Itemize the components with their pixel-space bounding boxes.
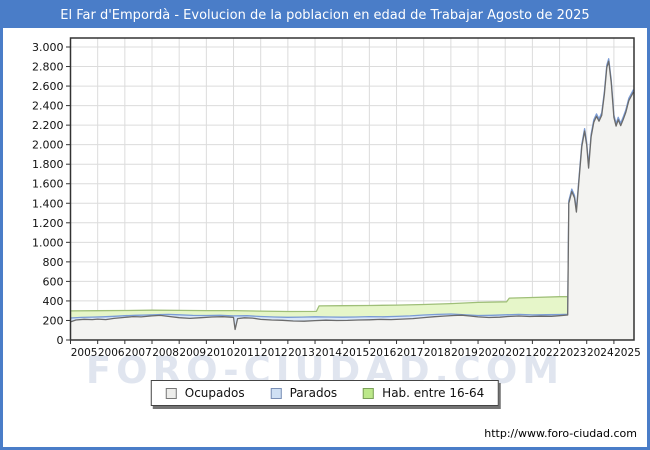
ocupados-color-swatch-icon <box>165 387 177 399</box>
page-title: El Far d'Empordà - Evolucion de la pobla… <box>60 8 590 23</box>
hab-16-64-color-swatch-icon <box>363 387 375 399</box>
svg-text:1.600: 1.600 <box>32 178 64 191</box>
svg-text:1.000: 1.000 <box>32 236 64 249</box>
svg-text:1.400: 1.400 <box>32 197 64 210</box>
legend-label-ocupados: Ocupados <box>184 386 245 400</box>
svg-text:0: 0 <box>57 334 64 347</box>
svg-text:800: 800 <box>43 256 64 269</box>
title-bar: El Far d'Empordà - Evolucion de la pobla… <box>3 3 647 28</box>
legend-item-parados[interactable]: Parados <box>270 386 338 400</box>
legend-label-parados: Parados <box>289 386 338 400</box>
svg-text:1.200: 1.200 <box>32 217 64 230</box>
svg-text:200: 200 <box>43 314 64 327</box>
legend-item-hab-16-64[interactable]: Hab. entre 16-64 <box>363 386 484 400</box>
svg-text:1.800: 1.800 <box>32 158 64 171</box>
legend: Ocupados Parados Hab. entre 16-64 <box>150 380 500 406</box>
svg-text:600: 600 <box>43 275 64 288</box>
svg-text:2.600: 2.600 <box>32 80 64 93</box>
legend-item-ocupados[interactable]: Ocupados <box>165 386 245 400</box>
foro-ciudad-link[interactable]: http://www.foro-ciudad.com <box>484 427 637 440</box>
svg-text:400: 400 <box>43 295 64 308</box>
svg-text:2.000: 2.000 <box>32 139 64 152</box>
legend-label-hab-16-64: Hab. entre 16-64 <box>382 386 485 400</box>
svg-text:2.200: 2.200 <box>32 119 64 132</box>
svg-text:3.000: 3.000 <box>32 41 64 54</box>
parados-color-swatch-icon <box>270 387 282 399</box>
svg-text:2.400: 2.400 <box>32 100 64 113</box>
svg-text:2.800: 2.800 <box>32 61 64 74</box>
